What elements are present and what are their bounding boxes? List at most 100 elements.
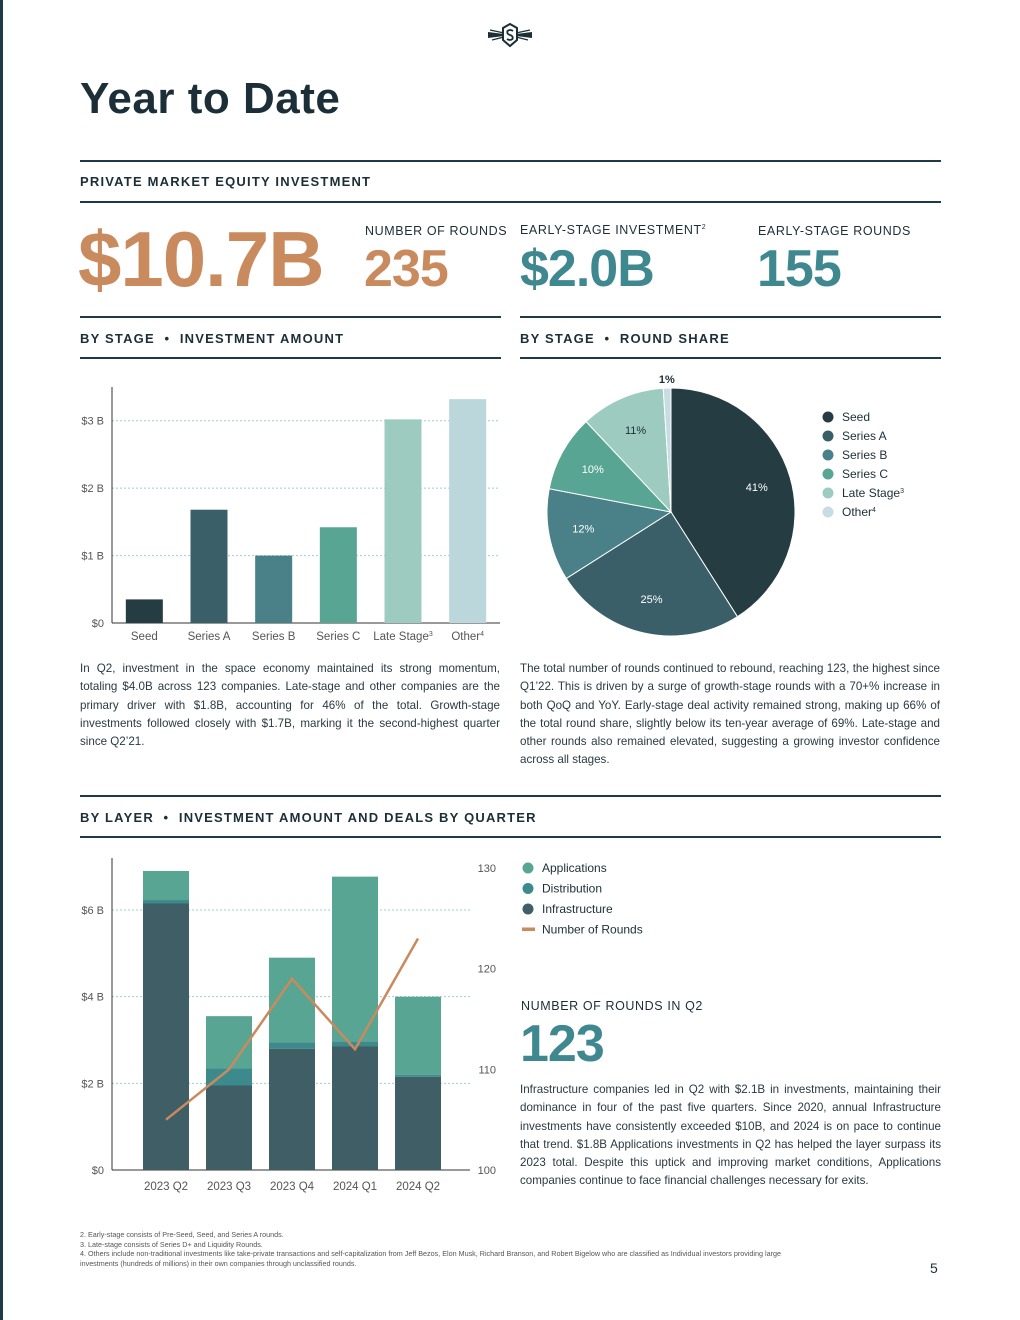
footnote: 3. Late-stage consists of Series D+ and … [80, 1239, 263, 1249]
bar-segment-distribution [395, 1074, 441, 1077]
legend-label: Applications [542, 861, 607, 875]
x-tick-label: 2024 Q2 [396, 1181, 440, 1193]
pie-slice-label: 11% [625, 425, 646, 437]
y-tick-label: $1 B [81, 551, 104, 563]
legend-label: Distribution [542, 882, 602, 896]
section-rule [80, 795, 941, 797]
legend-swatch [522, 862, 534, 874]
section-rule [520, 357, 941, 359]
footnotes: 2. Early-stage consists of Pre-Seed, See… [80, 1230, 800, 1268]
layer-section-title: BY LAYER • INVESTMENT AMOUNT AND DEALS B… [80, 810, 537, 825]
x-tick-label: 2023 Q3 [207, 1181, 251, 1193]
legend-swatch [822, 449, 834, 461]
x-tick-label: Late Stage3 [373, 631, 433, 643]
page-title: Year to Date [80, 74, 341, 123]
legend-label: Series B [842, 448, 887, 462]
legend-line-swatch [522, 927, 535, 931]
stage-amount-section-title: BY STAGE • INVESTMENT AMOUNT [80, 331, 345, 346]
page-number: 5 [930, 1260, 938, 1276]
y-tick-label: $0 [92, 1165, 104, 1177]
early-investment-label: EARLY-STAGE INVESTMENT2 [520, 223, 707, 237]
y2-tick-label: 100 [478, 1165, 496, 1177]
section-rule [80, 201, 941, 203]
stage-share-paragraph: The total number of rounds continued to … [520, 662, 940, 767]
footnote: 2. Early-stage consists of Pre-Seed, See… [80, 1230, 284, 1239]
pie-slice-seed [670, 387, 796, 618]
pie-slice-late-stage [585, 387, 672, 514]
early-rounds-value: 155 [757, 240, 842, 298]
kpi-section-title: PRIVATE MARKET EQUITY INVESTMENT [80, 174, 372, 189]
bar-segment-infrastructure [395, 1076, 441, 1170]
x-tick-label: Series B [252, 631, 296, 643]
section-rule [80, 160, 941, 162]
bar-segment-distribution [206, 1068, 252, 1086]
x-tick-label: 2023 Q2 [144, 1181, 188, 1193]
legend-swatch [822, 487, 834, 499]
y2-tick-label: 120 [478, 964, 496, 976]
footnote: 4. Others include non-traditional invest… [80, 1249, 781, 1268]
legend-swatch [822, 468, 834, 480]
stage-share-section-title: BY STAGE • ROUND SHARE [520, 331, 730, 346]
bar-other [449, 399, 487, 623]
layer-stacked-bar-chart: $0 $2 B $4 B $6 B 100 110 120 130 2023 Q2 2023 Q3… [81, 858, 496, 1193]
layer-chart-legend: Applications Distribution Infrastructure Nu… [522, 861, 643, 937]
stage-amount-bar-chart: $0 $1 B $2 B $3 B Seed Series A Series B Series… [81, 387, 500, 643]
brand-logo-icon [488, 22, 532, 48]
rounds-value: 235 [364, 240, 449, 298]
pie-slice-other [662, 387, 672, 513]
early-rounds-label: EARLY-STAGE ROUNDS [758, 224, 911, 238]
rounds-q2-value: 123 [520, 1015, 605, 1073]
x-tick-label: Seed [131, 631, 158, 643]
bar-segment-applications [206, 1016, 252, 1069]
bar-segment-distribution [143, 900, 189, 904]
section-rule [80, 316, 501, 318]
y-tick-label: $4 B [81, 992, 104, 1004]
pie-slice-label: 41% [746, 482, 768, 494]
bar-segment-applications [395, 996, 441, 1075]
legend-label: Seed [842, 410, 870, 424]
stage-amount-paragraph: In Q2, investment in the space economy m… [80, 662, 500, 749]
x-tick-label: Series A [188, 631, 231, 643]
rounds-q2-label: NUMBER OF ROUNDS IN Q2 [521, 999, 703, 1013]
legend-label: Late Stage3 [842, 486, 904, 500]
bar-segment-infrastructure [143, 903, 189, 1170]
legend-label: Other4 [842, 505, 876, 519]
bar-series-c [319, 527, 357, 623]
pie-slice-label: 1% [659, 374, 675, 386]
total-investment-value: $10.7B [78, 215, 325, 303]
legend-swatch [522, 883, 534, 894]
bar-series-a [190, 509, 228, 623]
legend-swatch [522, 903, 534, 915]
early-investment-value: $2.0B [520, 240, 655, 298]
bar-late-stage [384, 419, 422, 623]
legend-label: Number of Rounds [542, 923, 643, 937]
bar-segment-infrastructure [269, 1048, 315, 1170]
pie-slice-series-b [546, 488, 673, 580]
y2-tick-label: 110 [478, 1064, 496, 1076]
bar-series-b [255, 555, 293, 623]
rounds-label: NUMBER OF ROUNDS [365, 224, 508, 238]
bar-segment-infrastructure [206, 1085, 252, 1170]
bar-segment-infrastructure [332, 1046, 378, 1170]
y-tick-label: $2 B [81, 1078, 104, 1090]
legend-label: Series A [842, 429, 887, 443]
bar-segment-distribution [332, 1041, 378, 1047]
pie-slice-series-c [548, 420, 673, 513]
bar-segment-applications [332, 876, 378, 1042]
legend-swatch [822, 430, 834, 442]
x-tick-label: Series C [316, 631, 360, 643]
layer-paragraph: Infrastructure companies led in Q2 with … [520, 1083, 941, 1188]
bar-seed [125, 599, 163, 623]
pie-slice-label: 25% [641, 594, 663, 606]
left-border [0, 0, 3, 1320]
legend-label: Infrastructure [542, 902, 613, 916]
x-tick-label: 2024 Q1 [333, 1181, 377, 1193]
pie-slice-label: 10% [582, 464, 604, 476]
section-rule [80, 836, 941, 838]
x-tick-label: 2023 Q4 [270, 1181, 315, 1193]
bar-segment-applications [143, 871, 189, 901]
y-tick-label: $3 B [81, 416, 104, 428]
y-tick-label: $2 B [81, 483, 104, 495]
section-rule [80, 357, 501, 359]
y2-tick-label: 130 [478, 863, 496, 875]
